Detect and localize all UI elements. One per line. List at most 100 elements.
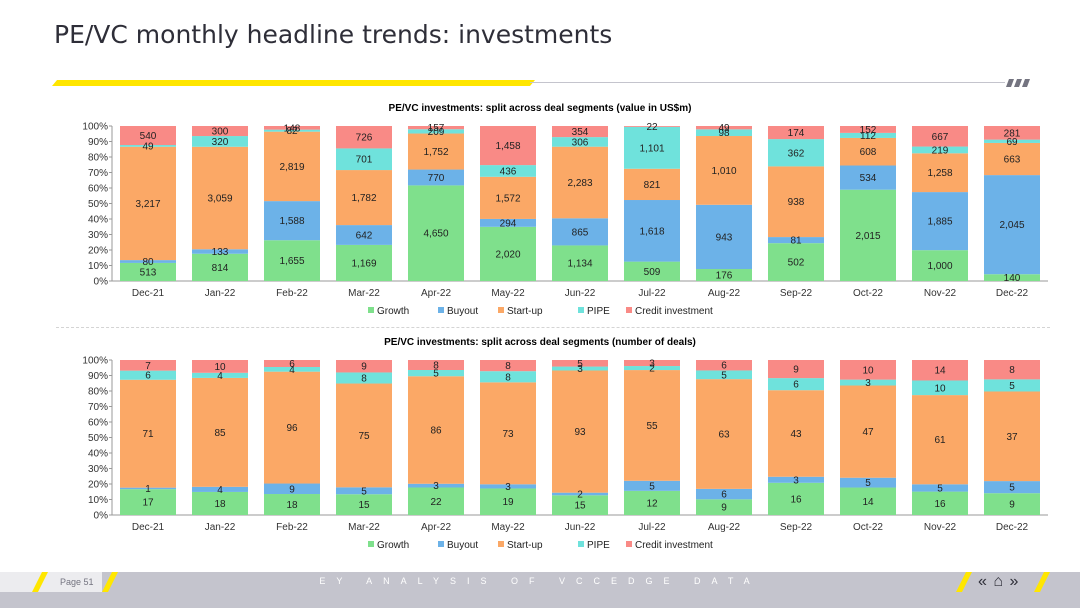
data-label-credit-investment: 667: [932, 132, 949, 143]
bar-credit-investment: [840, 126, 896, 133]
bar-buyout: [912, 192, 968, 251]
bar-credit-investment: [552, 126, 608, 138]
data-label-start-up: 47: [862, 427, 874, 438]
data-label-growth: 22: [430, 497, 442, 508]
bar-start-up: [624, 370, 680, 481]
bar-buyout: [624, 200, 680, 262]
x-tick-label: May-22: [491, 288, 525, 299]
data-label-start-up: 3,217: [135, 199, 160, 210]
bar-start-up: [552, 370, 608, 493]
footer-slash-icon-4: [1034, 572, 1050, 592]
data-label-growth: 1,655: [279, 256, 304, 267]
next-page-icon[interactable]: »: [1009, 573, 1019, 590]
bar-start-up: [912, 153, 968, 193]
data-label-start-up: 43: [790, 429, 802, 440]
bar-start-up: [264, 131, 320, 202]
data-label-credit-investment: 10: [862, 365, 874, 376]
bar-growth: [912, 250, 968, 281]
data-label-start-up: 2,283: [567, 178, 592, 189]
data-label-pipe: 436: [500, 166, 517, 177]
data-label-pipe: 8: [505, 372, 511, 383]
data-label-buyout: 9: [289, 484, 295, 495]
data-label-growth: 15: [574, 501, 586, 512]
bar-buyout: [192, 486, 248, 492]
footer-slash-icon-3: [956, 572, 972, 592]
data-label-growth: 509: [644, 267, 661, 278]
data-label-pipe: 5: [1009, 381, 1015, 392]
bar-growth: [192, 491, 248, 515]
bar-buyout: [768, 476, 824, 483]
bar-growth: [336, 494, 392, 515]
data-label-pipe: 306: [572, 137, 589, 148]
legend-label-buyout: Buyout: [447, 306, 478, 317]
data-label-start-up: 1,752: [423, 147, 448, 158]
data-label-buyout: 5: [649, 481, 655, 492]
bar-buyout: [984, 175, 1040, 275]
page-number: Page 51: [60, 577, 94, 587]
data-label-start-up: 3,059: [207, 194, 232, 205]
data-label-credit-investment: 8: [1009, 365, 1015, 376]
data-label-growth: 513: [140, 267, 157, 278]
bar-pipe: [624, 366, 680, 371]
bar-pipe: [408, 370, 464, 377]
x-tick-label: Dec-22: [996, 522, 1029, 533]
x-tick-label: Oct-22: [853, 522, 883, 533]
x-tick-label: Nov-22: [924, 522, 957, 533]
bar-buyout: [192, 249, 248, 254]
data-label-start-up: 1,572: [495, 193, 520, 204]
bar-buyout: [552, 492, 608, 496]
data-label-buyout: 943: [716, 232, 733, 243]
bar-pipe: [408, 129, 464, 134]
data-label-credit-investment: 281: [1004, 128, 1021, 139]
bar-credit-investment: [192, 126, 248, 137]
bar-buyout: [336, 487, 392, 495]
data-label-growth: 140: [1004, 273, 1021, 284]
bar-credit-investment: [840, 360, 896, 380]
y-tick-label: 20%: [88, 480, 108, 491]
y-tick-label: 80%: [88, 153, 108, 164]
legend-swatch-pipe: [578, 541, 584, 547]
footer-source: EY ANALYSIS OF VCCEDGE DATA: [319, 576, 761, 586]
data-label-growth: 16: [934, 499, 946, 510]
bar-buyout: [696, 488, 752, 500]
bar-buyout: [336, 225, 392, 245]
data-label-pipe: 4: [289, 365, 295, 376]
data-label-credit-investment: 726: [356, 133, 373, 144]
data-label-growth: 18: [214, 499, 226, 510]
bar-growth: [624, 490, 680, 515]
bar-credit-investment: [984, 126, 1040, 140]
bar-buyout: [120, 260, 176, 263]
bar-growth: [696, 269, 752, 281]
home-icon[interactable]: ⌂: [993, 573, 1004, 590]
x-tick-label: Oct-22: [853, 288, 883, 299]
x-tick-label: May-22: [491, 522, 525, 533]
prev-page-icon[interactable]: «: [978, 573, 987, 590]
y-tick-label: 60%: [88, 184, 108, 195]
y-tick-label: 90%: [88, 137, 108, 148]
x-tick-label: Jul-22: [638, 522, 666, 533]
x-tick-label: Mar-22: [348, 288, 380, 299]
data-label-start-up: 663: [1004, 155, 1021, 166]
data-label-buyout: 294: [500, 218, 517, 229]
x-tick-label: Dec-22: [996, 288, 1029, 299]
bar-pipe: [912, 380, 968, 396]
data-label-buyout: 4: [217, 485, 223, 496]
data-label-buyout: 80: [142, 257, 154, 268]
legend-swatch-growth: [368, 541, 374, 547]
chart-value-split-svg: PE/VC investments: split across deal seg…: [82, 103, 1048, 317]
bar-credit-investment: [768, 126, 824, 140]
data-label-buyout: 1,618: [639, 226, 664, 237]
data-label-credit-investment: 9: [793, 365, 799, 376]
data-label-growth: 4,650: [423, 229, 448, 240]
bar-growth: [120, 489, 176, 515]
data-label-pipe: 219: [932, 145, 949, 156]
y-tick-label: 0%: [94, 277, 109, 288]
data-label-credit-investment: 300: [212, 127, 229, 138]
data-label-growth: 18: [286, 500, 298, 511]
bar-pipe: [984, 379, 1040, 392]
x-tick-label: Jun-22: [565, 522, 596, 533]
bar-growth: [264, 494, 320, 515]
bar-start-up: [768, 166, 824, 238]
bar-start-up: [840, 385, 896, 478]
y-tick-label: 70%: [88, 168, 108, 179]
